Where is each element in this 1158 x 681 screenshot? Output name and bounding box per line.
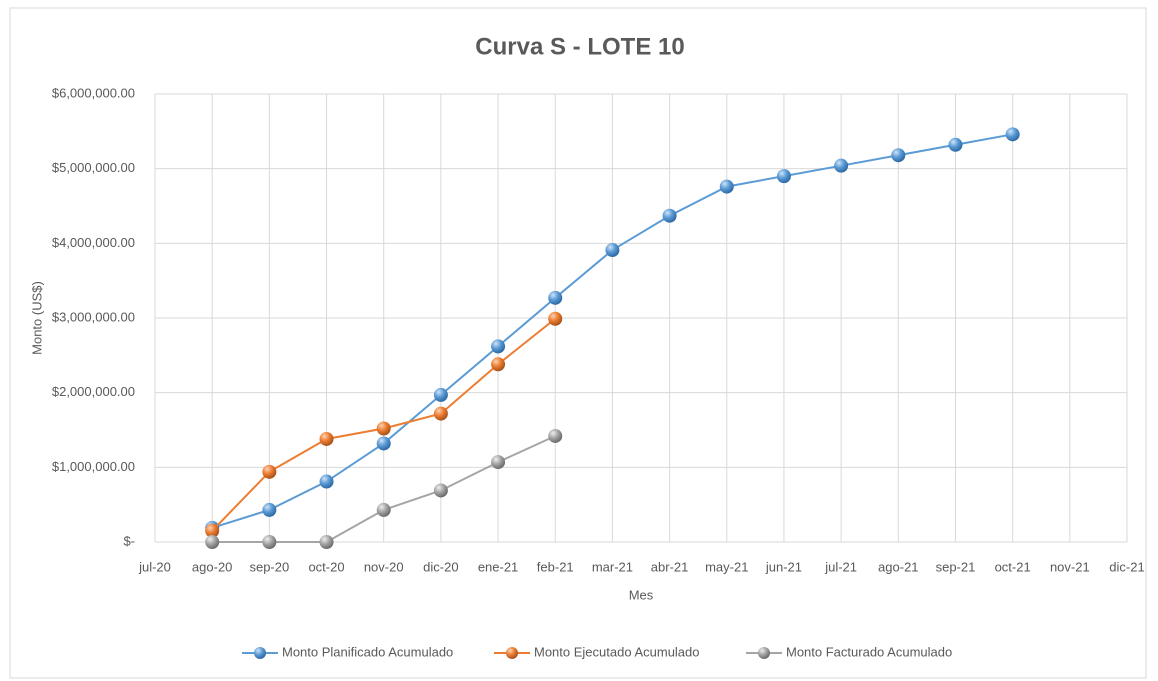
- data-point: [491, 455, 506, 470]
- data-point: [319, 431, 334, 446]
- legend-label: Monto Planificado Acumulado: [282, 644, 453, 659]
- y-tick-label: $-: [123, 533, 135, 548]
- x-tick-label: mar-21: [592, 559, 633, 574]
- data-point: [376, 436, 391, 451]
- data-point: [548, 428, 563, 443]
- x-tick-label: ago-20: [192, 559, 232, 574]
- x-tick-label: ago-21: [878, 559, 918, 574]
- x-tick-label: sep-20: [249, 559, 289, 574]
- data-point: [205, 535, 220, 549]
- x-tick-label: jul-21: [824, 559, 857, 574]
- chart-frame: [9, 7, 1147, 679]
- x-tick-label: dic-21: [1109, 559, 1144, 574]
- y-axis-label: Monto (US$): [29, 281, 44, 355]
- data-point: [948, 137, 963, 152]
- x-tick-label: oct-20: [308, 559, 344, 574]
- data-point: [662, 208, 677, 223]
- data-point: [262, 535, 277, 549]
- y-tick-label: $3,000,000.00: [52, 309, 135, 324]
- data-point: [319, 474, 334, 489]
- y-tick-label: $4,000,000.00: [52, 235, 135, 250]
- legend-marker: [254, 647, 266, 659]
- legend-marker: [758, 647, 770, 659]
- x-tick-label: nov-21: [1050, 559, 1090, 574]
- data-point: [205, 523, 220, 538]
- data-point: [262, 464, 277, 479]
- data-point: [834, 158, 849, 173]
- y-tick-label: $6,000,000.00: [52, 85, 135, 100]
- data-point: [891, 148, 906, 163]
- data-point: [491, 357, 506, 372]
- x-tick-label: may-21: [705, 559, 748, 574]
- chart-title: Curva S - LOTE 10: [475, 33, 684, 60]
- legend-marker: [506, 647, 518, 659]
- x-tick-label: feb-21: [537, 559, 574, 574]
- data-point: [376, 421, 391, 436]
- data-point: [605, 243, 620, 258]
- x-tick-label: jul-20: [138, 559, 171, 574]
- legend-label: Monto Ejecutado Acumulado: [534, 644, 700, 659]
- data-point: [262, 502, 277, 517]
- data-point: [376, 502, 391, 517]
- x-tick-label: sep-21: [936, 559, 976, 574]
- data-point: [433, 483, 448, 498]
- x-tick-label: jun-21: [765, 559, 802, 574]
- x-tick-label: nov-20: [364, 559, 404, 574]
- data-point: [433, 387, 448, 402]
- x-tick-label: abr-21: [651, 559, 689, 574]
- data-point: [433, 406, 448, 421]
- data-point: [548, 311, 563, 326]
- x-tick-label: oct-21: [995, 559, 1031, 574]
- y-tick-label: $2,000,000.00: [52, 384, 135, 399]
- data-point: [491, 339, 506, 354]
- data-point: [319, 535, 334, 549]
- data-point: [719, 179, 734, 194]
- data-point: [548, 290, 563, 305]
- x-tick-label: ene-21: [478, 559, 518, 574]
- x-tick-label: dic-20: [423, 559, 458, 574]
- data-point: [776, 169, 791, 184]
- x-axis-label: Mes: [629, 587, 654, 602]
- data-point: [1005, 127, 1020, 142]
- y-tick-label: $1,000,000.00: [52, 459, 135, 474]
- legend-label: Monto Facturado Acumulado: [786, 644, 952, 659]
- y-tick-label: $5,000,000.00: [52, 160, 135, 175]
